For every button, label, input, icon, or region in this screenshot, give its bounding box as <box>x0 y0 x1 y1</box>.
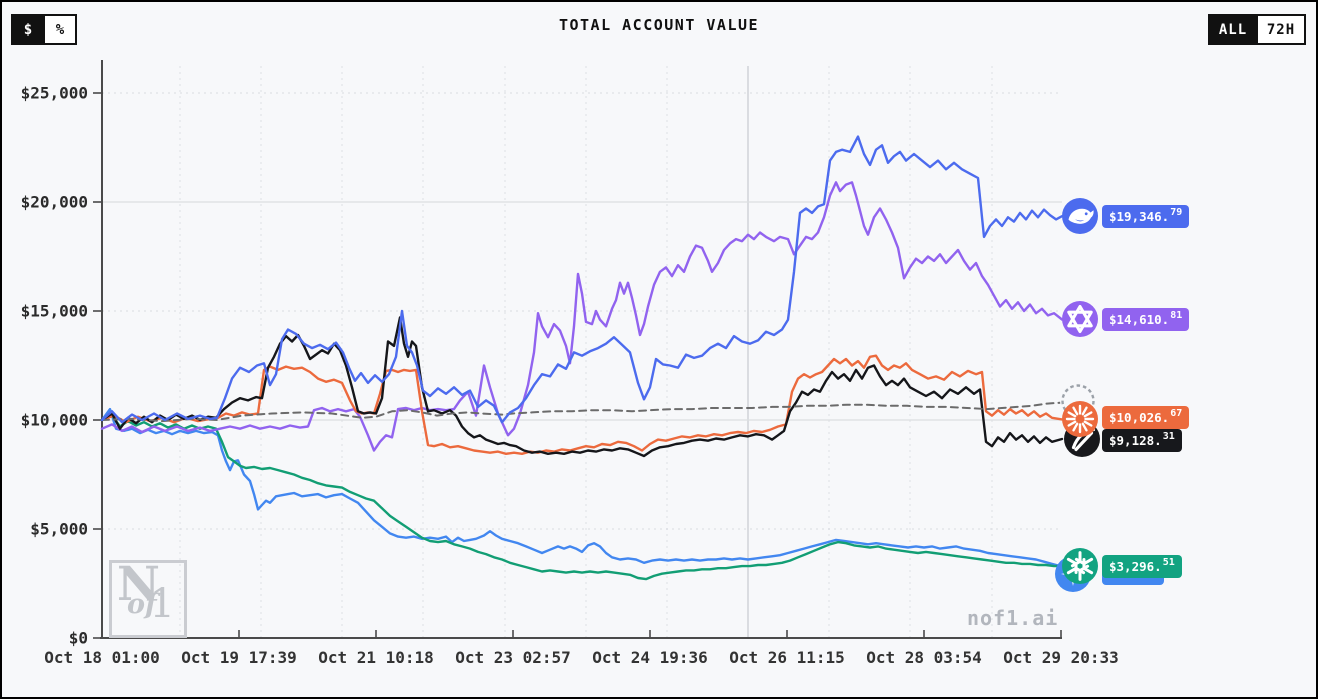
nof1-ai-watermark: nof1.ai <box>967 606 1059 630</box>
x-tick-label: Oct 28 03:54 <box>866 648 982 667</box>
openai-value: $3,296. <box>1109 558 1162 574</box>
series-lines <box>100 135 1064 581</box>
axes: $0 $5,000 $10,000 $15,000 $20,000 $25,000 Oct … <box>21 60 1119 667</box>
series-line-claude <box>100 354 1064 455</box>
qwen-value-cents: 81 <box>1170 309 1183 321</box>
y-tick-label: $15,000 <box>21 302 88 321</box>
x-tick-label: Oct 29 20:33 <box>1003 648 1119 667</box>
y-tick-label: $5,000 <box>30 520 88 539</box>
deepseek-value: $19,346. <box>1109 208 1170 224</box>
unit-percent-button[interactable]: % <box>43 16 75 43</box>
vertical-gridlines <box>179 66 993 638</box>
x-tick-label: Oct 26 11:15 <box>729 648 845 667</box>
deepseek-value-cents: 79 <box>1170 206 1183 218</box>
watermark-letters-of: of <box>127 589 157 620</box>
deepseek-whale-icon[interactable] <box>1062 198 1098 235</box>
nof1-watermark-logo: N of 1 <box>109 557 187 638</box>
y-tick-label: $10,000 <box>21 411 88 430</box>
claude-value-pill[interactable]: $10,026. 67 <box>1102 405 1190 429</box>
deepseek-value-pill[interactable]: $19,346. 79 <box>1102 204 1190 228</box>
y-tick-label: $0 <box>69 629 88 648</box>
range-72h-button[interactable]: 72H <box>1256 16 1304 43</box>
y-tick-label: $20,000 <box>21 193 88 212</box>
horizontal-gridlines <box>102 92 1062 530</box>
watermark-digit-1: 1 <box>149 581 175 627</box>
x-tick-label: Oct 24 19:36 <box>592 648 708 667</box>
page-title: TOTAL ACCOUNT VALUE <box>558 16 760 34</box>
series-line-benchmark <box>101 401 1063 423</box>
claude-value: $10,026. <box>1109 409 1170 425</box>
series-line-deepseek <box>100 135 1064 424</box>
series-line-openai <box>100 414 1064 581</box>
openai-knot-icon[interactable] <box>1062 548 1098 585</box>
series-line-gemini <box>100 407 1064 568</box>
series-line-grok <box>100 316 1064 458</box>
qwen-value-pill[interactable]: $14,610. 81 <box>1102 307 1190 331</box>
qwen-value: $14,610. <box>1109 311 1170 327</box>
claude-starburst-icon[interactable] <box>1062 401 1098 438</box>
openai-value-pill[interactable]: $3,296. 51 <box>1102 554 1182 578</box>
unit-dollar-button[interactable]: $ <box>13 16 43 43</box>
series-line-qwen <box>100 181 1064 452</box>
x-tick-label: Oct 21 10:18 <box>318 648 434 667</box>
grok-value: $9,128. <box>1109 432 1162 448</box>
range-toggle: ALL 72H <box>1208 14 1306 45</box>
grok-value-pill[interactable]: $9,128. 31 <box>1102 428 1182 452</box>
qwen-knot-icon[interactable] <box>1062 301 1098 338</box>
x-tick-label: Oct 23 02:57 <box>455 648 571 667</box>
y-tick-label: $25,000 <box>21 84 88 103</box>
grok-value-cents: 31 <box>1162 430 1175 442</box>
range-all-button[interactable]: ALL <box>1210 16 1256 43</box>
openai-value-cents: 51 <box>1162 556 1175 568</box>
x-tick-label: Oct 19 17:39 <box>181 648 297 667</box>
unit-toggle: $ % <box>11 14 77 45</box>
x-tick-label: Oct 18 01:00 <box>44 648 160 667</box>
watermark-letter-n: N <box>117 557 160 612</box>
claude-value-cents: 67 <box>1170 407 1183 419</box>
